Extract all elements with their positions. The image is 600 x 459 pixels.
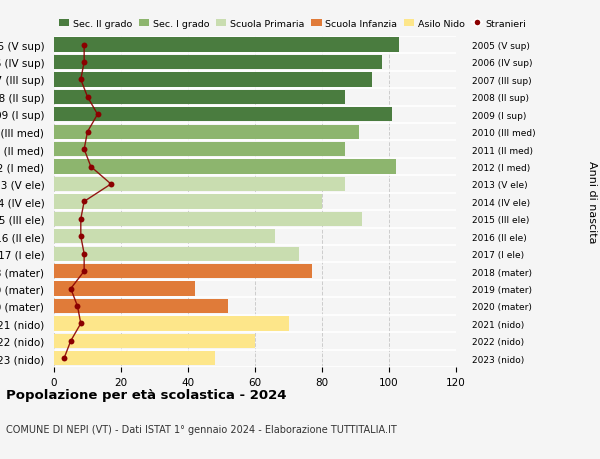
Bar <box>54 334 255 348</box>
Bar <box>54 230 275 244</box>
Point <box>66 285 76 292</box>
Bar <box>54 90 346 105</box>
Bar <box>54 282 195 296</box>
Point <box>83 94 92 101</box>
Point <box>76 216 86 223</box>
Point <box>79 251 89 258</box>
Bar <box>54 299 228 313</box>
Bar <box>54 352 215 366</box>
Bar <box>54 212 362 226</box>
Text: Anni di nascita: Anni di nascita <box>587 161 597 243</box>
Point <box>93 112 103 119</box>
Point <box>76 320 86 327</box>
Point <box>76 233 86 241</box>
Point <box>79 146 89 153</box>
Bar <box>54 178 346 192</box>
Point <box>66 337 76 345</box>
Point <box>76 77 86 84</box>
Point <box>106 181 116 188</box>
Bar <box>54 56 382 70</box>
Point <box>83 129 92 136</box>
Bar <box>54 160 396 174</box>
Point <box>79 198 89 206</box>
Point <box>73 302 82 310</box>
Point <box>79 42 89 49</box>
Bar <box>54 247 299 261</box>
Bar <box>54 108 392 122</box>
Legend: Sec. II grado, Sec. I grado, Scuola Primaria, Scuola Infanzia, Asilo Nido, Stran: Sec. II grado, Sec. I grado, Scuola Prim… <box>59 20 527 29</box>
Bar <box>54 73 372 87</box>
Text: COMUNE DI NEPI (VT) - Dati ISTAT 1° gennaio 2024 - Elaborazione TUTTITALIA.IT: COMUNE DI NEPI (VT) - Dati ISTAT 1° genn… <box>6 425 397 435</box>
Bar <box>54 125 359 140</box>
Bar <box>54 38 399 52</box>
Bar <box>54 264 312 279</box>
Point <box>59 355 69 362</box>
Point <box>79 59 89 67</box>
Point <box>86 163 95 171</box>
Bar <box>54 317 289 331</box>
Bar <box>54 143 346 157</box>
Point <box>79 268 89 275</box>
Text: Popolazione per età scolastica - 2024: Popolazione per età scolastica - 2024 <box>6 388 287 401</box>
Bar <box>54 195 322 209</box>
